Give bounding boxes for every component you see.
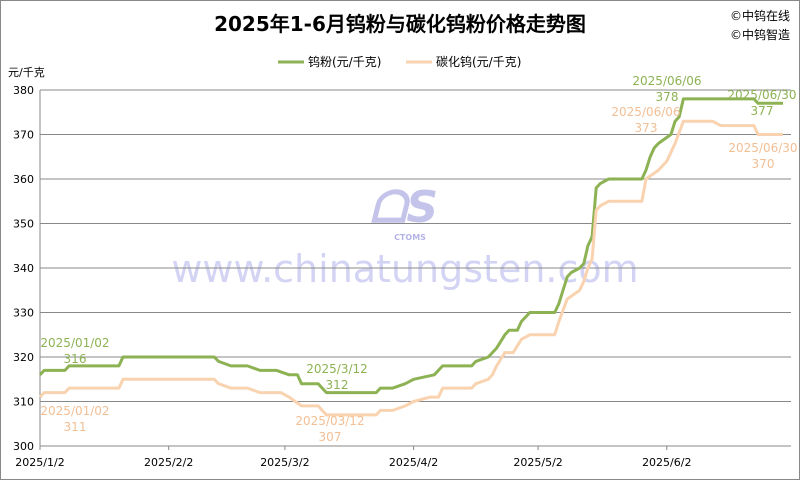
data-label-date: 2025/06/30 — [728, 141, 797, 155]
data-label-value: 307 — [319, 430, 342, 444]
legend-entry: 钨粉(元/千克) — [308, 54, 381, 69]
svg-text:CTOMS: CTOMS — [394, 233, 426, 242]
x-tick-label: 2025/6/2 — [642, 456, 691, 469]
y-axis-label: 元/千克 — [8, 66, 45, 79]
data-label-date: 2025/3/12 — [306, 362, 368, 376]
legend-entry: 碳化钨(元/千克) — [436, 54, 521, 69]
copyright-2: ©中钨智造 — [730, 27, 790, 42]
y-tick-label: 370 — [13, 129, 34, 142]
series-line-0 — [38, 97, 783, 395]
y-tick-label: 330 — [13, 307, 34, 320]
y-tick-label: 340 — [13, 262, 34, 275]
x-tick-label: 2025/1/2 — [15, 456, 64, 469]
data-label-date: 2025/06/30 — [727, 88, 796, 102]
watermark-text: www.chinatungsten.com — [171, 247, 638, 291]
data-label-value: 377 — [751, 104, 774, 118]
data-label-date: 2025/06/06 — [632, 74, 701, 88]
y-tick-label: 360 — [13, 173, 34, 186]
chart-title: 2025年1-6月钨粉与碳化钨粉价格走势图 — [214, 12, 586, 36]
data-label-value: 373 — [635, 121, 658, 135]
y-tick-label: 380 — [13, 84, 34, 97]
x-tick-label: 2025/5/2 — [513, 456, 562, 469]
x-tick-label: 2025/3/2 — [260, 456, 309, 469]
data-label-date: 2025/01/02 — [40, 336, 109, 350]
data-label-value: 311 — [64, 420, 87, 434]
data-label-date: 2025/01/02 — [40, 404, 109, 418]
series-line-1 — [38, 119, 783, 417]
copyright-1: ©中钨在线 — [730, 8, 790, 23]
y-tick-label: 320 — [13, 351, 34, 364]
data-label-date: 2025/06/06 — [611, 105, 680, 119]
legend: 钨粉(元/千克) 碳化钨(元/千克) — [278, 54, 521, 69]
data-label-value: 312 — [326, 378, 349, 392]
data-label-value: 316 — [64, 352, 87, 366]
data-label-value: 370 — [752, 157, 775, 171]
watermark: ᗝS CTOMS www.chinatungsten.com — [171, 182, 638, 291]
data-label-date: 2025/03/12 — [295, 414, 364, 428]
data-label-value: 378 — [656, 90, 679, 104]
x-tick-label: 2025/2/2 — [144, 456, 193, 469]
y-tick-label: 310 — [13, 396, 34, 409]
y-tick-label: 350 — [13, 218, 34, 231]
watermark-logo-glyph: ᗝS — [370, 182, 438, 233]
x-tick-label: 2025/4/2 — [389, 456, 438, 469]
y-tick-label: 300 — [13, 440, 34, 453]
